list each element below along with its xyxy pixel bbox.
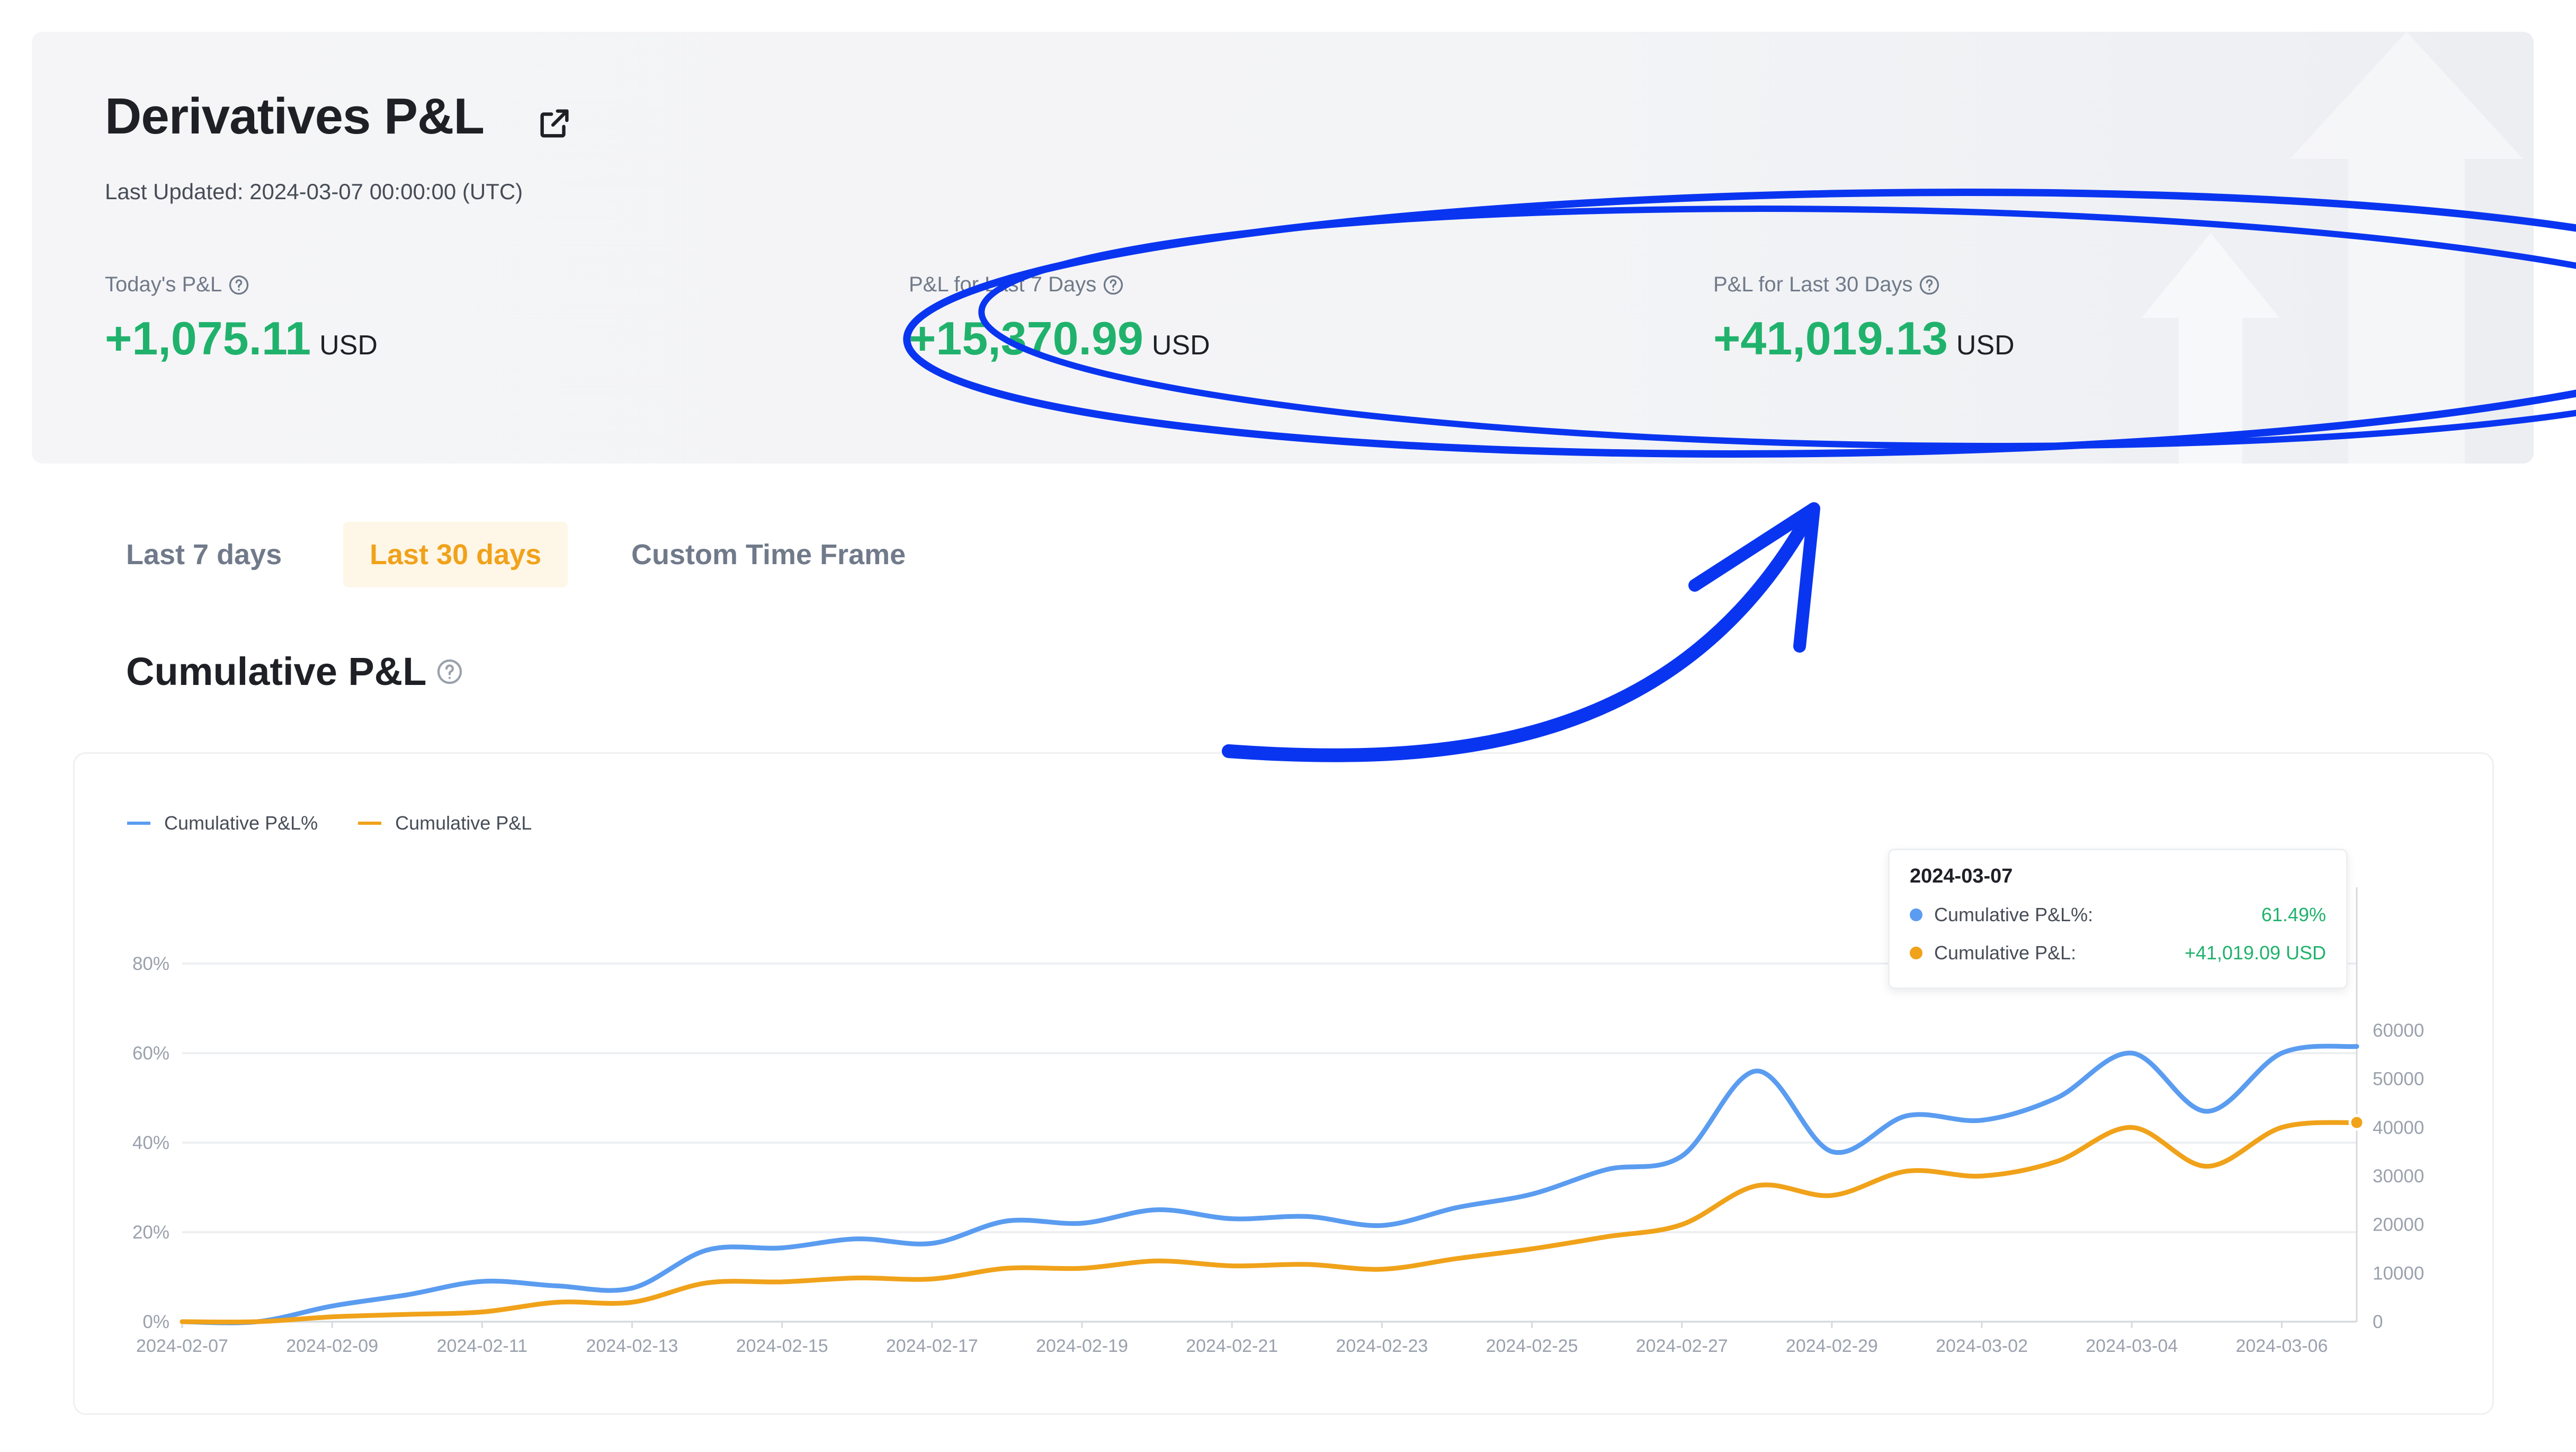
annotation-ellipse (978, 206, 2576, 449)
y-right-tick-label: 40000 (2373, 1117, 2424, 1138)
help-icon[interactable] (1102, 273, 1125, 297)
legend-item-pnl[interactable]: Cumulative P&L (358, 812, 532, 834)
chart-tooltip: 2024-03-07 Cumulative P&L%: 61.49% Cumul… (1888, 849, 2348, 989)
stat-value: +15,370.99 (909, 312, 1143, 364)
x-tick-label: 2024-02-15 (736, 1336, 828, 1356)
x-tick-label: 2024-03-06 (2235, 1336, 2328, 1356)
legend-label: Cumulative P&L (395, 812, 532, 834)
y-right-tick-label: 30000 (2373, 1166, 2424, 1187)
hover-point-marker (2348, 1114, 2365, 1131)
tab-custom-time-frame[interactable]: Custom Time Frame (631, 539, 906, 571)
x-tick-label: 2024-02-13 (586, 1336, 678, 1356)
tooltip-row-pnl: Cumulative P&L: +41,019.09 USD (1910, 942, 2326, 964)
annotation-arrow (1222, 504, 1818, 762)
decorative-arrows (2142, 32, 2523, 464)
y-left-tick-label: 80% (132, 954, 169, 974)
stat-unit: USD (1956, 330, 2015, 361)
tooltip-dot (1910, 908, 1922, 921)
y-right-tick-label: 60000 (2373, 1020, 2424, 1041)
section-title: Cumulative P&L (126, 649, 464, 694)
annotation-arrowhead (1688, 502, 1820, 653)
x-tick-label: 2024-03-02 (1936, 1336, 2028, 1356)
x-tick-label: 2024-02-17 (886, 1336, 978, 1356)
stat-label: Today's P&L (105, 273, 222, 296)
help-icon[interactable] (1918, 273, 1941, 297)
help-icon[interactable] (435, 657, 464, 687)
tooltip-label: Cumulative P&L: (1934, 942, 2077, 964)
legend-item-pnl-percent[interactable]: Cumulative P&L% (127, 812, 318, 834)
y-right-tick-label: 0 (2373, 1312, 2383, 1332)
x-tick-label: 2024-02-27 (1636, 1336, 1728, 1356)
series-line-pnl-percent (180, 1044, 2359, 1325)
x-tick-label: 2024-03-04 (2086, 1336, 2178, 1356)
tooltip-dot (1910, 947, 1922, 959)
stat-today: Today's P&L +1,075.11 USD (105, 273, 378, 366)
section-title-text: Cumulative P&L (126, 649, 427, 693)
help-icon[interactable] (227, 273, 251, 297)
x-tick-label: 2024-02-29 (1786, 1336, 1878, 1356)
external-link-icon[interactable] (536, 105, 573, 142)
stat-value: +41,019.13 (1713, 312, 1948, 364)
x-tick-label: 2024-02-21 (1186, 1336, 1278, 1356)
tab-last-7-days[interactable]: Last 7 days (126, 539, 282, 571)
x-tick-label: 2024-02-25 (1486, 1336, 1578, 1356)
y-left-tick-label: 40% (132, 1133, 169, 1153)
annotation-ellipse (903, 189, 2576, 458)
stat-label: P&L for Last 30 Days (1713, 273, 1913, 296)
legend-swatch (358, 822, 382, 825)
header-card: Derivatives P&L Last Updated: 2024-03-07… (32, 32, 2534, 464)
stat-unit: USD (319, 330, 378, 361)
x-tick-label: 2024-02-23 (1336, 1336, 1428, 1356)
y-left-tick-label: 20% (132, 1222, 169, 1243)
y-left-tick-label: 60% (132, 1043, 169, 1064)
y-left-tick-label: 0% (142, 1312, 169, 1332)
last-updated: Last Updated: 2024-03-07 00:00:00 (UTC) (105, 179, 523, 204)
x-tick-label: 2024-02-07 (136, 1336, 228, 1356)
chart-legend: Cumulative P&L% Cumulative P&L (127, 812, 532, 834)
tooltip-date: 2024-03-07 (1910, 865, 2013, 887)
stat-unit: USD (1151, 330, 1210, 361)
x-tick-label: 2024-02-11 (437, 1336, 527, 1356)
y-right-tick-label: 50000 (2373, 1069, 2424, 1090)
tooltip-value: +41,019.09 USD (2184, 942, 2326, 964)
tooltip-row-pnl-percent: Cumulative P&L%: 61.49% (1910, 904, 2326, 926)
x-tick-label: 2024-02-09 (286, 1336, 378, 1356)
stat-30-days: P&L for Last 30 Days +41,019.13 USD (1713, 273, 2015, 366)
stat-7-days: P&L for Last 7 Days +15,370.99 USD (909, 273, 1210, 366)
tab-last-30-days[interactable]: Last 30 days (343, 522, 568, 587)
stat-value: +1,075.11 (105, 312, 311, 364)
x-tick-label: 2024-02-19 (1036, 1336, 1128, 1356)
y-right-tick-label: 20000 (2373, 1215, 2424, 1235)
tooltip-label: Cumulative P&L%: (1934, 904, 2094, 925)
legend-swatch (127, 822, 150, 825)
tooltip-value: 61.49% (2261, 904, 2326, 925)
y-right-tick-label: 10000 (2373, 1263, 2424, 1284)
page-title: Derivatives P&L (105, 88, 485, 145)
legend-label: Cumulative P&L% (164, 812, 318, 834)
series-line-pnl (180, 1120, 2359, 1325)
